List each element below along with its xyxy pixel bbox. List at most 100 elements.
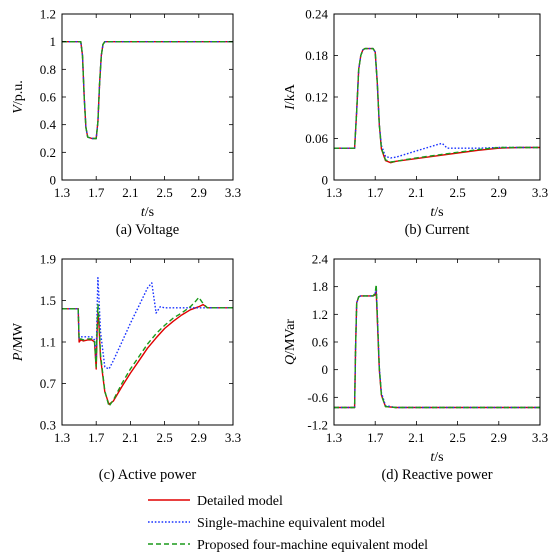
panel-d-ytick-label: 2.4 bbox=[312, 252, 329, 267]
panel-d-xtick-label: 1.3 bbox=[326, 430, 342, 445]
panel-a-ytick-label: 1 bbox=[50, 34, 57, 49]
panel-b-ticks: 1.3 1.7 2.1 2.5 2.9 3.3 0 0.06 0.12 0.18 0.24 bbox=[305, 7, 548, 201]
panel-b-ytick-label: 0.24 bbox=[305, 7, 328, 22]
panel-d-ylabel-unit: /MVar bbox=[283, 319, 298, 355]
legend-label-single: Single-machine equivalent model bbox=[197, 516, 385, 531]
panel-b-series-single bbox=[334, 47, 540, 159]
panel-c-series-single bbox=[62, 277, 233, 370]
panel-a-ytick-label: 1.2 bbox=[40, 7, 56, 22]
panel-a-series-single bbox=[62, 41, 233, 140]
panel-c-xtick-label: 1.7 bbox=[88, 430, 105, 445]
legend: Detailed model Single-machine equivalent… bbox=[148, 494, 428, 553]
panel-a-ytick-label: 0 bbox=[50, 173, 57, 188]
panel-a-caption: (a) Voltage bbox=[116, 222, 180, 238]
panel-c-ytick-label: 1.1 bbox=[40, 335, 56, 350]
panel-d-series bbox=[334, 283, 540, 409]
panel-a-series-proposed bbox=[62, 41, 233, 140]
panel-a-ytick-label: 0.4 bbox=[40, 117, 57, 132]
panel-b-ylabel-symbol: I bbox=[283, 104, 298, 111]
panel-a-xlabel: t/s bbox=[141, 205, 154, 220]
panel-d-xtick-label: 2.1 bbox=[408, 430, 424, 445]
panel-b-xtick-label: 1.7 bbox=[367, 185, 384, 200]
panel-d-ytick-label: 0.6 bbox=[312, 335, 329, 350]
panel-c-ytick-label: 0.3 bbox=[40, 418, 56, 433]
panel-b-series bbox=[334, 47, 540, 164]
panel-b-series-detailed bbox=[334, 47, 540, 164]
panel-b-series-proposed bbox=[334, 47, 540, 163]
panel-a-series bbox=[62, 41, 233, 140]
panel-b-xtick-label: 3.3 bbox=[532, 185, 548, 200]
panel-a-ylabel-unit: /p.u. bbox=[11, 80, 26, 105]
panel-c-ylabel-symbol: P bbox=[11, 352, 26, 362]
panel-a-ytick-label: 0.2 bbox=[40, 145, 56, 160]
panel-d-xtick-label: 1.7 bbox=[367, 430, 384, 445]
panel-b-caption: (b) Current bbox=[405, 222, 470, 238]
panel-d-frame bbox=[333, 258, 541, 426]
panel-d-xtick-label: 3.3 bbox=[532, 430, 548, 445]
panel-b-xtick-label: 1.3 bbox=[326, 185, 342, 200]
panel-c: 1.3 1.7 2.1 2.5 2.9 3.3 0.3 0.7 1.1 1.5 1.9 P/MW (… bbox=[11, 252, 241, 484]
panel-d-series-detailed bbox=[334, 290, 540, 409]
panel-a-ticks: 1.3 1.7 2.1 2.5 2.9 3.3 0 0.2 0.4 0.6 0.8 1 1.2 bbox=[40, 7, 241, 201]
panel-c-series-detailed bbox=[62, 303, 233, 405]
panel-d-ytick-label: 1.2 bbox=[312, 307, 328, 322]
panel-c-frame bbox=[61, 258, 234, 426]
panel-b: 1.3 1.7 2.1 2.5 2.9 3.3 0 0.06 0.12 0.18 0.24 I/kA… bbox=[283, 7, 548, 239]
panel-b-ytick-label: 0.06 bbox=[305, 131, 328, 146]
legend-item-single: Single-machine equivalent model bbox=[148, 516, 385, 531]
panel-a-ytick-label: 0.8 bbox=[40, 62, 56, 77]
panel-b-xtick-label: 2.5 bbox=[449, 185, 465, 200]
panel-c-series bbox=[62, 277, 233, 407]
panel-a-xtick-label: 2.9 bbox=[191, 185, 207, 200]
panel-b-ylabel: I/kA bbox=[283, 83, 298, 111]
panel-c-ticks: 1.3 1.7 2.1 2.5 2.9 3.3 0.3 0.7 1.1 1.5 1.9 bbox=[40, 252, 241, 446]
panel-b-xtick-label: 2.1 bbox=[408, 185, 424, 200]
panel-b-xtick-label: 2.9 bbox=[491, 185, 507, 200]
panel-c-ylabel: P/MW bbox=[11, 322, 26, 362]
panel-a-xtick-label: 2.1 bbox=[122, 185, 138, 200]
panel-c-xtick-label: 2.5 bbox=[156, 430, 172, 445]
panel-a-xtick-label: 1.7 bbox=[88, 185, 105, 200]
legend-label-proposed: Proposed four-machine equivalent model bbox=[197, 538, 428, 553]
panel-c-ytick-label: 1.5 bbox=[40, 293, 56, 308]
panel-c-caption: (c) Active power bbox=[99, 467, 197, 483]
panel-c-ytick-label: 1.9 bbox=[40, 252, 56, 267]
legend-item-proposed: Proposed four-machine equivalent model bbox=[148, 538, 428, 553]
panel-d-xtick-label: 2.5 bbox=[449, 430, 465, 445]
panel-b-xlabel-symbol: t bbox=[430, 205, 435, 220]
panel-d-xlabel-unit: /s bbox=[434, 450, 443, 465]
panel-a-xtick-label: 2.5 bbox=[156, 185, 172, 200]
panel-b-ytick-label: 0.18 bbox=[305, 48, 328, 63]
panel-a-xlabel-unit: /s bbox=[145, 205, 154, 220]
panel-a-xlabel-symbol: t bbox=[141, 205, 146, 220]
panel-a-ylabel-symbol: V bbox=[11, 104, 26, 114]
panel-b-ytick-label: 0 bbox=[322, 173, 329, 188]
panel-c-series-proposed bbox=[62, 296, 233, 407]
panel-c-xtick-label: 2.1 bbox=[122, 430, 138, 445]
panel-b-xlabel: t/s bbox=[430, 205, 443, 220]
panel-a-series-detailed bbox=[62, 41, 233, 140]
legend-label-detailed: Detailed model bbox=[197, 494, 283, 509]
panel-d-xlabel-symbol: t bbox=[430, 450, 435, 465]
panel-b-xlabel-unit: /s bbox=[434, 205, 443, 220]
panel-a-ylabel: V/p.u. bbox=[11, 80, 26, 113]
panel-c-xtick-label: 2.9 bbox=[191, 430, 207, 445]
panel-d-ticks: 1.3 1.7 2.1 2.5 2.9 3.3 -1.2 -0.6 0 0.6 1.2 1.8 2.4 bbox=[307, 252, 548, 446]
panel-c-xtick-label: 3.3 bbox=[225, 430, 241, 445]
panel-d-ylabel-symbol: Q bbox=[283, 355, 298, 365]
panel-d-series-proposed bbox=[334, 283, 540, 409]
panel-d-series-single bbox=[334, 286, 540, 409]
panel-d-ytick-label: 1.8 bbox=[312, 279, 328, 294]
panel-d-xlabel: t/s bbox=[430, 450, 443, 465]
panel-d-ylabel: Q/MVar bbox=[283, 319, 298, 365]
panel-a-ytick-label: 0.6 bbox=[40, 90, 57, 105]
panel-c-xtick-label: 1.3 bbox=[54, 430, 70, 445]
panel-a: 1.3 1.7 2.1 2.5 2.9 3.3 0 0.2 0.4 0.6 0.8 1 1.2 V/p.… bbox=[11, 7, 241, 239]
legend-item-detailed: Detailed model bbox=[148, 494, 283, 509]
panel-d-caption: (d) Reactive power bbox=[381, 467, 492, 483]
panel-a-frame bbox=[61, 13, 234, 181]
panel-d-ytick-label: 0 bbox=[322, 362, 329, 377]
panel-a-xtick-label: 1.3 bbox=[54, 185, 70, 200]
panel-d-ytick-label: -0.6 bbox=[307, 390, 328, 405]
